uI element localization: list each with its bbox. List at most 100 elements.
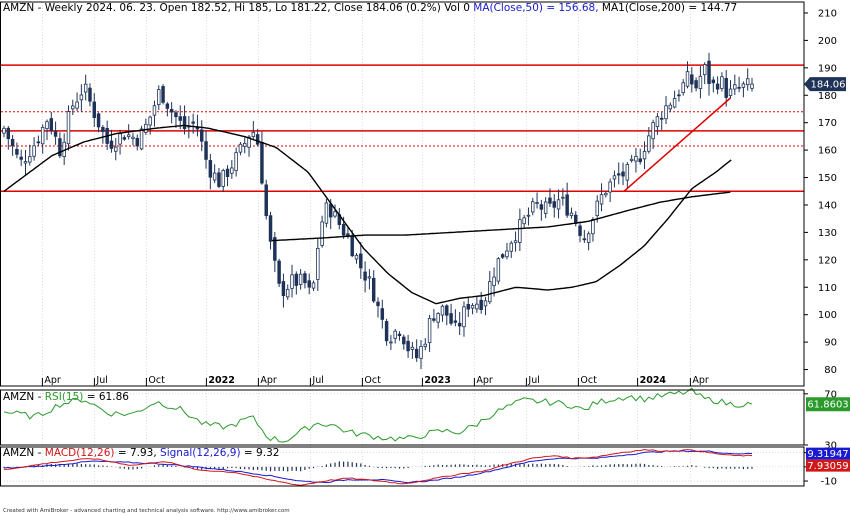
- candle-body: [389, 341, 393, 344]
- candle-body: [79, 94, 84, 101]
- candle-body: [432, 318, 436, 321]
- candle-body: [131, 136, 135, 139]
- price-tick-label: 160: [818, 146, 837, 157]
- candle-body: [574, 214, 578, 224]
- candle-body: [445, 305, 449, 316]
- candle-body: [268, 215, 273, 242]
- candle-body: [475, 303, 479, 310]
- price-pane[interactable]: 80 90 100 110 120 130 140 150 160 170 180 190 200 210…: [1, 2, 846, 486]
- candle-body: [277, 260, 281, 284]
- candle-body: [290, 274, 294, 289]
- candle-body: [328, 203, 333, 218]
- candle-body: [634, 156, 638, 162]
- time-tick-label: 2024: [640, 375, 667, 386]
- candle-body: [260, 141, 264, 184]
- candle-body: [2, 127, 6, 134]
- signal-badge: 9.31947: [806, 447, 850, 460]
- candle-body: [552, 201, 556, 208]
- signal-line: [3, 450, 753, 484]
- candle-body: [285, 288, 290, 298]
- candle-body: [350, 236, 354, 257]
- candle-body: [157, 89, 161, 106]
- macd-pane[interactable]: -10010 AMZN - MACD(12,26) = 7.93, Signal…: [3, 447, 850, 488]
- candle-body: [118, 133, 122, 145]
- candle-body: [324, 202, 329, 224]
- candle-body: [359, 253, 363, 269]
- candle-body: [307, 280, 311, 288]
- candle-body: [500, 254, 505, 258]
- price-tick-label: 180: [818, 91, 837, 102]
- candle-body: [488, 281, 492, 303]
- time-tick-label: Apr: [476, 375, 493, 386]
- candle-body: [178, 116, 182, 121]
- price-header: AMZN - Weekly 2024. 06. 23. Open 182.52,…: [3, 2, 737, 14]
- candle-body: [144, 123, 148, 133]
- candle-body: [505, 250, 509, 258]
- candle-body: [595, 200, 599, 217]
- candle-body: [182, 116, 187, 130]
- candle-body: [513, 240, 518, 244]
- candle-body: [423, 343, 428, 347]
- candle-body: [200, 129, 204, 142]
- price-grid: [42, 2, 691, 486]
- candle-body: [96, 113, 101, 128]
- candle-body: [496, 258, 501, 282]
- ma200-line: [271, 191, 731, 242]
- candle-body: [526, 214, 531, 217]
- price-tick-label: 210: [818, 8, 837, 19]
- candle-body: [230, 167, 234, 174]
- candle-body: [273, 237, 277, 261]
- macd-badge: 7.93059: [806, 459, 850, 472]
- rsi-tick-label: 30: [824, 441, 837, 452]
- candle-body: [664, 105, 668, 120]
- candle-body: [384, 321, 389, 342]
- candle-body: [535, 202, 539, 204]
- candle-body: [363, 271, 367, 281]
- candle-body: [311, 282, 316, 289]
- price-tick-label: 110: [818, 283, 837, 294]
- candle-body: [466, 304, 471, 310]
- candle-body: [234, 152, 238, 172]
- candle-body: [165, 103, 170, 109]
- candle-body: [745, 78, 750, 86]
- price-tick-label: 200: [818, 36, 837, 47]
- last-price-label: 184.06: [811, 80, 846, 91]
- candle-body: [354, 254, 359, 260]
- candle-body: [453, 320, 458, 323]
- candle-body: [681, 82, 685, 94]
- candle-body: [651, 122, 655, 140]
- candle-body: [161, 86, 165, 103]
- candle-body: [58, 138, 62, 157]
- price-y-axis: 80 90 100 110 120 130 140 150 160 170 180 190 200 210: [804, 8, 837, 376]
- candle-body: [509, 242, 513, 252]
- candle-body: [101, 127, 105, 132]
- price-tick-label: 150: [818, 173, 837, 184]
- time-tick-label: Oct: [148, 375, 165, 386]
- candle-body: [139, 128, 144, 150]
- candle-body: [728, 88, 733, 96]
- candle-body: [36, 141, 41, 144]
- candle-body: [341, 224, 346, 236]
- macd-frame: [0, 446, 805, 487]
- candle-body: [208, 160, 213, 178]
- rsi-frame: [0, 389, 805, 446]
- candle-body: [40, 126, 45, 145]
- candle-body: [449, 313, 453, 324]
- candle-body: [380, 308, 385, 320]
- candle-body: [707, 60, 711, 84]
- time-axis: Apr Jul Oct 2022 Apr Jul Oct 2023 Apr Jul Oct 2024 A…: [41, 375, 709, 386]
- candle-body: [238, 143, 243, 153]
- candle-body: [672, 98, 677, 108]
- candle-body: [251, 131, 256, 138]
- candle-body: [543, 201, 548, 214]
- candle-body: [419, 346, 423, 359]
- candle-body: [204, 141, 208, 160]
- candle-body: [71, 105, 75, 110]
- candlestick-series: [2, 52, 754, 370]
- rsi-value-label: 61.8603: [807, 400, 848, 411]
- candle-body: [169, 108, 174, 113]
- price-tick-label: 140: [818, 200, 837, 211]
- candle-body: [539, 204, 544, 210]
- candle-body: [522, 217, 526, 225]
